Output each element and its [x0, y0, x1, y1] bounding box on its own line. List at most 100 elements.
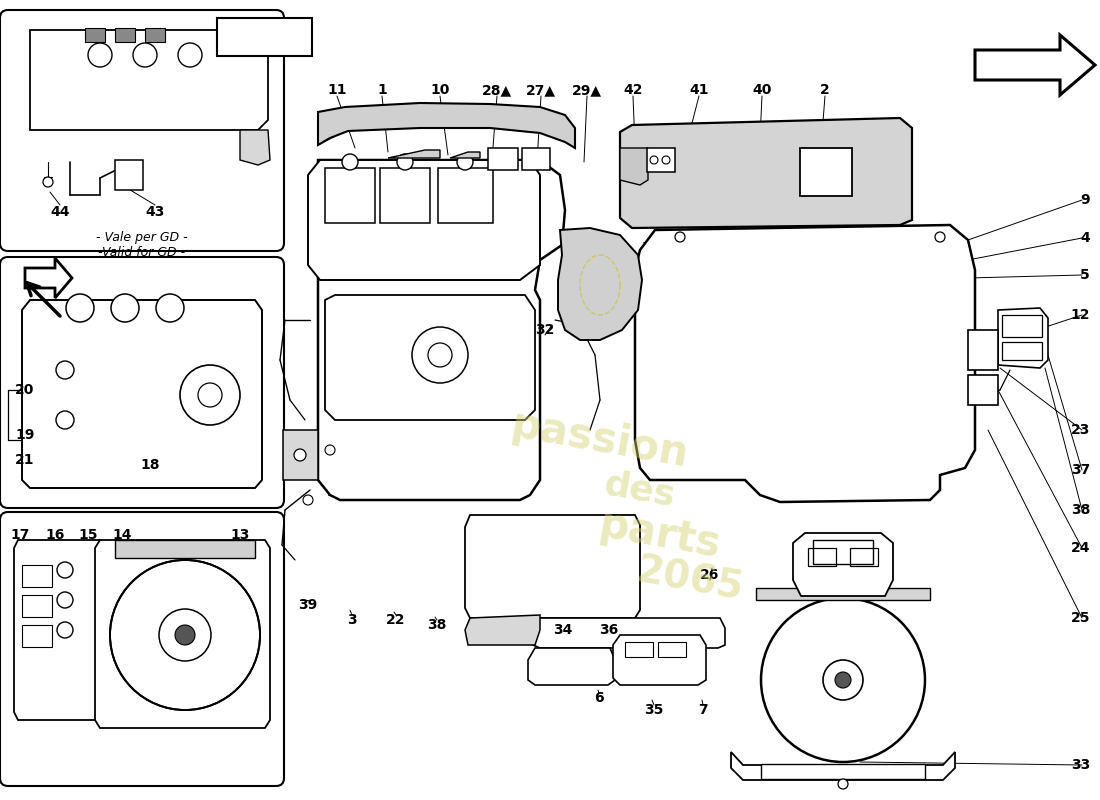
Text: 29▲: 29▲ [572, 83, 602, 97]
Polygon shape [558, 228, 642, 340]
Polygon shape [308, 160, 540, 280]
Bar [217, 18, 312, 56]
Bar [968, 375, 998, 405]
Polygon shape [793, 533, 893, 596]
Text: 24: 24 [1070, 541, 1090, 555]
Text: 42: 42 [624, 83, 642, 97]
Circle shape [456, 154, 473, 170]
Text: 6: 6 [594, 691, 604, 705]
Circle shape [342, 154, 358, 170]
Polygon shape [975, 35, 1094, 95]
Bar [808, 548, 836, 566]
Text: 21: 21 [15, 453, 35, 467]
Polygon shape [318, 160, 565, 500]
Text: 40: 40 [752, 83, 772, 97]
Text: 22: 22 [298, 448, 318, 462]
Bar [625, 642, 653, 657]
Text: passion: passion [508, 404, 692, 476]
Circle shape [935, 232, 945, 242]
Text: 20: 20 [15, 383, 35, 397]
Bar [850, 548, 878, 566]
Text: - Vale per GD -: - Vale per GD - [96, 230, 188, 243]
Circle shape [412, 327, 468, 383]
Text: 25: 25 [1070, 611, 1090, 625]
Bar [116, 540, 255, 558]
Circle shape [761, 598, 925, 762]
Polygon shape [534, 618, 725, 648]
Bar [968, 330, 998, 370]
Text: 3: 3 [348, 613, 356, 627]
Text: 28▲: 28▲ [482, 83, 513, 97]
Polygon shape [22, 300, 262, 488]
Polygon shape [613, 635, 706, 685]
Text: 11: 11 [328, 83, 346, 97]
Bar [800, 148, 852, 196]
Circle shape [180, 365, 240, 425]
Bar [522, 148, 550, 170]
Bar [22, 625, 52, 647]
Text: 39: 39 [298, 598, 318, 612]
Text: 9: 9 [1080, 193, 1090, 207]
Text: 7: 7 [698, 703, 707, 717]
Bar [22, 565, 52, 587]
Polygon shape [388, 150, 440, 158]
Text: 34: 34 [553, 623, 573, 637]
Text: 8: 8 [513, 346, 521, 360]
Text: ▲ = 45: ▲ = 45 [235, 30, 293, 45]
Circle shape [838, 779, 848, 789]
Circle shape [397, 154, 412, 170]
Text: 19: 19 [15, 428, 35, 442]
Polygon shape [528, 648, 615, 685]
Circle shape [835, 672, 851, 688]
Bar [116, 28, 135, 42]
Text: 5: 5 [1080, 268, 1090, 282]
Text: 44: 44 [51, 205, 69, 219]
Circle shape [156, 294, 184, 322]
Polygon shape [998, 308, 1048, 368]
Text: 13: 13 [230, 528, 250, 542]
Bar [1002, 315, 1042, 337]
Text: 33: 33 [1070, 758, 1090, 772]
Circle shape [175, 625, 195, 645]
Text: 37: 37 [1070, 463, 1090, 477]
Circle shape [294, 449, 306, 461]
Circle shape [198, 383, 222, 407]
Circle shape [823, 660, 864, 700]
Text: 41: 41 [690, 83, 708, 97]
Text: 38: 38 [1070, 503, 1090, 517]
Polygon shape [620, 118, 912, 228]
Text: 2065: 2065 [634, 552, 747, 608]
Circle shape [324, 445, 336, 455]
Text: 36: 36 [600, 623, 618, 637]
FancyBboxPatch shape [0, 512, 284, 786]
Circle shape [43, 177, 53, 187]
Text: 15: 15 [78, 528, 98, 542]
Text: 1: 1 [377, 83, 387, 97]
Circle shape [160, 609, 211, 661]
Text: parts: parts [596, 504, 724, 566]
Bar [145, 28, 165, 42]
Polygon shape [25, 258, 72, 298]
Text: 30▲: 30▲ [434, 376, 464, 390]
Polygon shape [240, 130, 270, 165]
Circle shape [662, 156, 670, 164]
Bar [756, 588, 930, 600]
Text: 18: 18 [141, 458, 160, 472]
Text: 32: 32 [536, 323, 554, 337]
Polygon shape [95, 540, 270, 728]
Text: -Valid for GD -: -Valid for GD - [98, 246, 186, 258]
Text: 16: 16 [45, 528, 65, 542]
Text: 23: 23 [1070, 423, 1090, 437]
Bar [85, 28, 104, 42]
FancyBboxPatch shape [0, 257, 284, 508]
Polygon shape [620, 148, 648, 185]
Bar [1002, 342, 1042, 360]
Polygon shape [318, 103, 575, 148]
Text: 4: 4 [1080, 231, 1090, 245]
Text: 43: 43 [145, 205, 165, 219]
Polygon shape [14, 540, 104, 720]
Polygon shape [465, 515, 640, 618]
Circle shape [650, 156, 658, 164]
Bar [283, 430, 318, 480]
Bar [647, 148, 675, 172]
